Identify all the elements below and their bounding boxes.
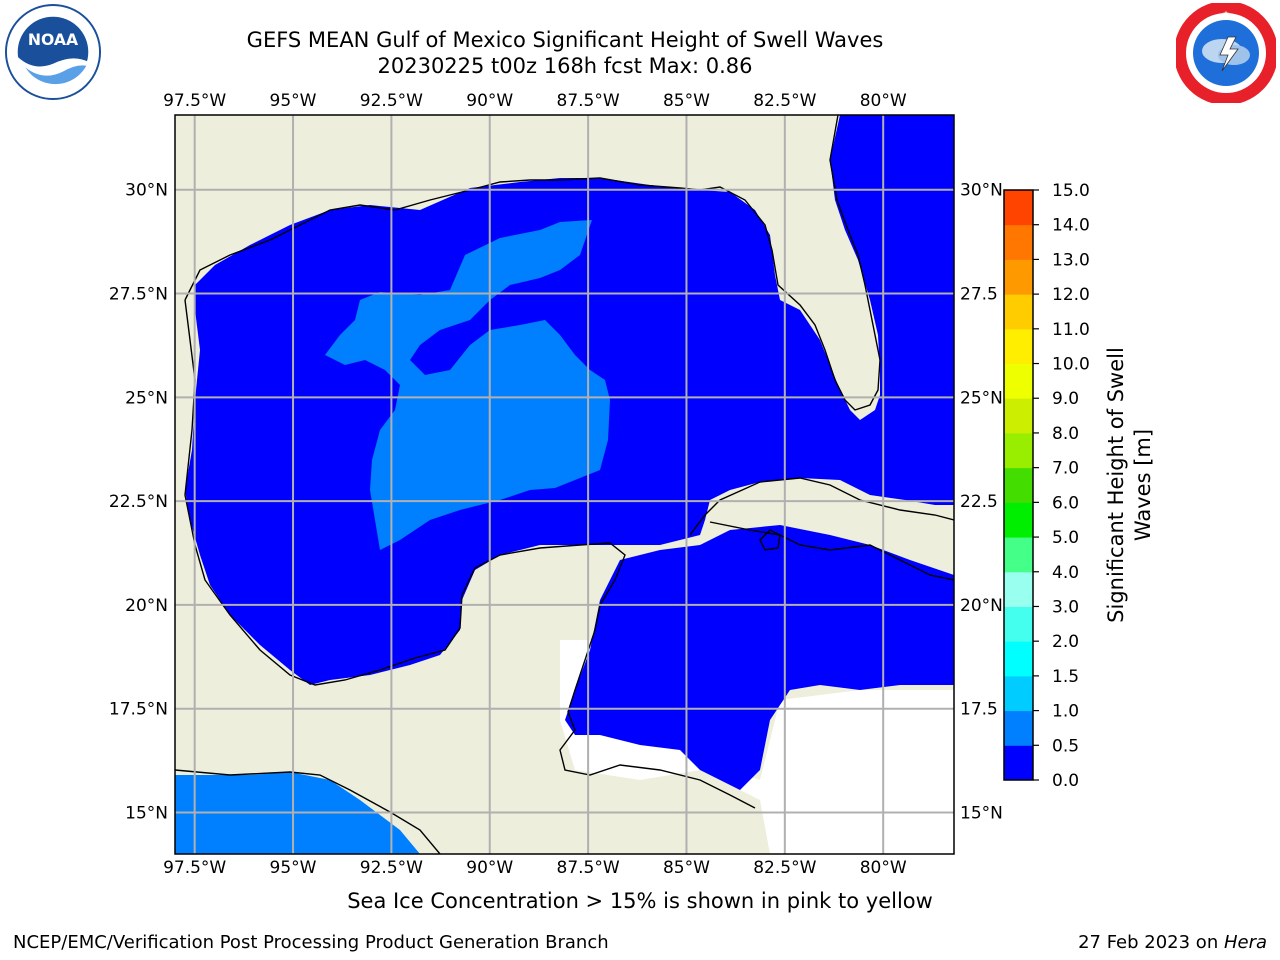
lat-label: 22.5°N: [109, 492, 168, 512]
map-panel: [175, 115, 954, 854]
lat-label: 15°N: [960, 803, 1003, 823]
coastlines: [175, 115, 954, 854]
lat-label: 27.5°N: [109, 285, 168, 305]
colorbar-tick-label: 1.0: [1052, 702, 1079, 722]
colorbar-tick-label: 4.0: [1052, 563, 1079, 583]
colorbar-tick-label: 1.5: [1052, 667, 1079, 687]
colorbar-segment: [1004, 710, 1033, 746]
lon-label: 87.5°W: [557, 91, 620, 111]
lon-label: 87.5°W: [557, 858, 620, 878]
colorbar-tick-label: 6.0: [1052, 493, 1079, 513]
colorbar-tick-label: 8.0: [1052, 424, 1079, 444]
colorbar-label-line1: Significant Height of Swell: [1104, 347, 1128, 623]
colorbar-segment: [1004, 641, 1033, 677]
lon-label: 82.5°W: [753, 91, 816, 111]
lon-label: 82.5°W: [753, 858, 816, 878]
colorbar-frame: [1003, 189, 1034, 781]
lat-label: 30°N: [125, 181, 168, 201]
colorbar-segment: [1004, 467, 1033, 503]
colorbar-tick-label: 10.0: [1052, 355, 1090, 375]
lon-label: 92.5°W: [360, 858, 423, 878]
colorbar-tick-label: 2.0: [1052, 632, 1079, 652]
nws-logo: ★: [1176, 3, 1276, 103]
colorbar-tick-label: 3.0: [1052, 597, 1079, 617]
svg-text:★: ★: [1223, 9, 1230, 18]
map-subtitle: 20230225 t00z 168h fcst Max: 0.86: [377, 54, 753, 78]
host-name: Hera: [1223, 932, 1267, 953]
colorbar-segment: [1004, 259, 1033, 295]
colorbar-segment: [1004, 606, 1033, 642]
map-frame: [174, 114, 955, 855]
colorbar-segment: [1004, 675, 1033, 712]
lon-labels-top: 97.5°W 95°W 92.5°W 90°W 87.5°W 85°W 82.5°W 80°W: [163, 91, 907, 111]
lat-label: 17.5°N: [109, 700, 168, 720]
credit-text: NCEP/EMC/Verification Post Processing Pr…: [13, 932, 609, 953]
lat-label: 15°N: [125, 803, 168, 823]
colorbar-segment: [1004, 398, 1033, 434]
lon-label: 90°W: [466, 91, 513, 111]
map-title: GEFS MEAN Gulf of Mexico Significant Hei…: [246, 28, 884, 52]
lon-label: 80°W: [860, 858, 907, 878]
colorbar-segment: [1004, 363, 1033, 399]
lat-label: 30°N: [960, 181, 1003, 201]
colorbar-segment: [1004, 432, 1033, 469]
lat-label: 25°N: [125, 388, 168, 408]
swell-field-mid: [325, 220, 610, 550]
lon-label: 95°W: [270, 858, 317, 878]
lon-label: 90°W: [466, 858, 513, 878]
colorbar-segment: [1004, 502, 1033, 538]
colorbar-tick-label: 12.0: [1052, 285, 1090, 305]
lon-label: 95°W: [270, 91, 317, 111]
colorbar-tick-label: 9.0: [1052, 389, 1079, 409]
lon-label: 92.5°W: [360, 91, 423, 111]
colorbar-segment: [1004, 571, 1033, 607]
colorbar-segment: [1004, 328, 1033, 365]
lon-label: 80°W: [860, 91, 907, 111]
colorbar-label-line2: Waves [m]: [1131, 429, 1155, 541]
colorbar-tick-label: 13.0: [1052, 250, 1090, 270]
lat-label: 25°N: [960, 388, 1003, 408]
colorbar-tick-label: 14.0: [1052, 216, 1090, 236]
lat-label: 20°N: [125, 596, 168, 616]
lat-label: 27.5: [960, 285, 998, 305]
colorbar-tick-label: 11.0: [1052, 320, 1090, 340]
lat-label: 17.5: [960, 700, 998, 720]
colorbar-segment: [1004, 745, 1033, 781]
swell-field-caribbean: [565, 525, 954, 790]
noaa-logo: NOAA: [4, 3, 102, 101]
colorbar-segment: [1004, 224, 1033, 260]
noaa-logo-text: NOAA: [28, 30, 79, 49]
colorbar-tick-label: 7.0: [1052, 459, 1079, 479]
colorbar-segment: [1004, 294, 1033, 330]
lat-label: 20°N: [960, 596, 1003, 616]
colorbar-segment: [1004, 190, 1033, 226]
lat-label: 22.5: [960, 492, 998, 512]
lon-labels-bottom: 97.5°W 95°W 92.5°W 90°W 87.5°W 85°W 82.5°W 80°W: [163, 858, 907, 878]
date-text: 27 Feb 2023 on Hera: [1078, 932, 1267, 953]
colorbar-tick-label: 0.0: [1052, 771, 1079, 791]
lat-labels-right: 30°N 27.5 25°N 22.5 20°N 17.5 15°N: [960, 181, 1003, 824]
lon-label: 85°W: [663, 91, 710, 111]
colorbar: 0.0 0.5 1.0 1.5 2.0 3.0 4.0 5.0 6.0 7.0 8.0 9.0 10.0…: [1003, 181, 1090, 791]
map-gridlines: [175, 115, 954, 854]
colorbar-segment: [1004, 537, 1033, 573]
lon-label: 97.5°W: [163, 858, 226, 878]
lat-labels-left: 30°N 27.5°N 25°N 22.5°N 20°N 17.5°N 15°N: [109, 181, 168, 824]
lon-label: 97.5°W: [163, 91, 226, 111]
colorbar-tick-label: 5.0: [1052, 528, 1079, 548]
lon-label: 85°W: [663, 858, 710, 878]
sea-ice-note: Sea Ice Concentration > 15% is shown in …: [347, 889, 933, 913]
colorbar-tick-label: 15.0: [1052, 181, 1090, 201]
colorbar-tick-label: 0.5: [1052, 736, 1079, 756]
date-label: 27 Feb 2023 on: [1078, 932, 1224, 953]
